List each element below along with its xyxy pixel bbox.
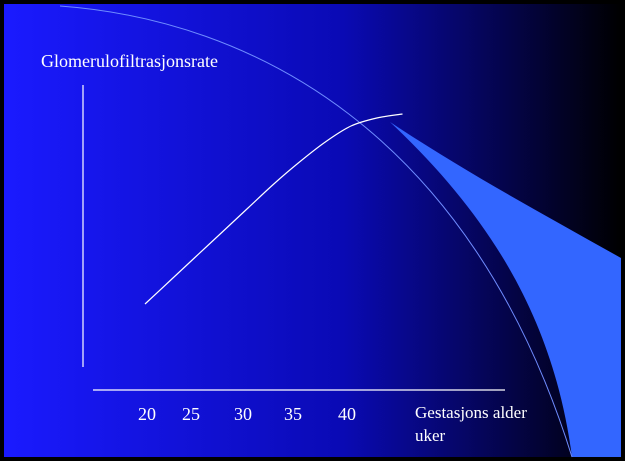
decorative-swoosh <box>390 122 621 457</box>
y-axis-title: Glomerulofiltrasjonsrate <box>41 51 218 71</box>
x-tick-label: 20 <box>138 404 156 424</box>
series-group <box>144 113 403 305</box>
x-tick-label: 25 <box>182 404 200 424</box>
x-axis-title-line-2: uker <box>415 426 446 445</box>
series-line-1 <box>144 113 403 305</box>
x-tick-label: 35 <box>284 404 302 424</box>
x-tick-label: 40 <box>338 404 356 424</box>
x-tick-label: 30 <box>234 404 252 424</box>
x-axis-title-line-1: Gestasjons alder <box>415 403 527 422</box>
decorative-arc-line <box>59 5 573 458</box>
